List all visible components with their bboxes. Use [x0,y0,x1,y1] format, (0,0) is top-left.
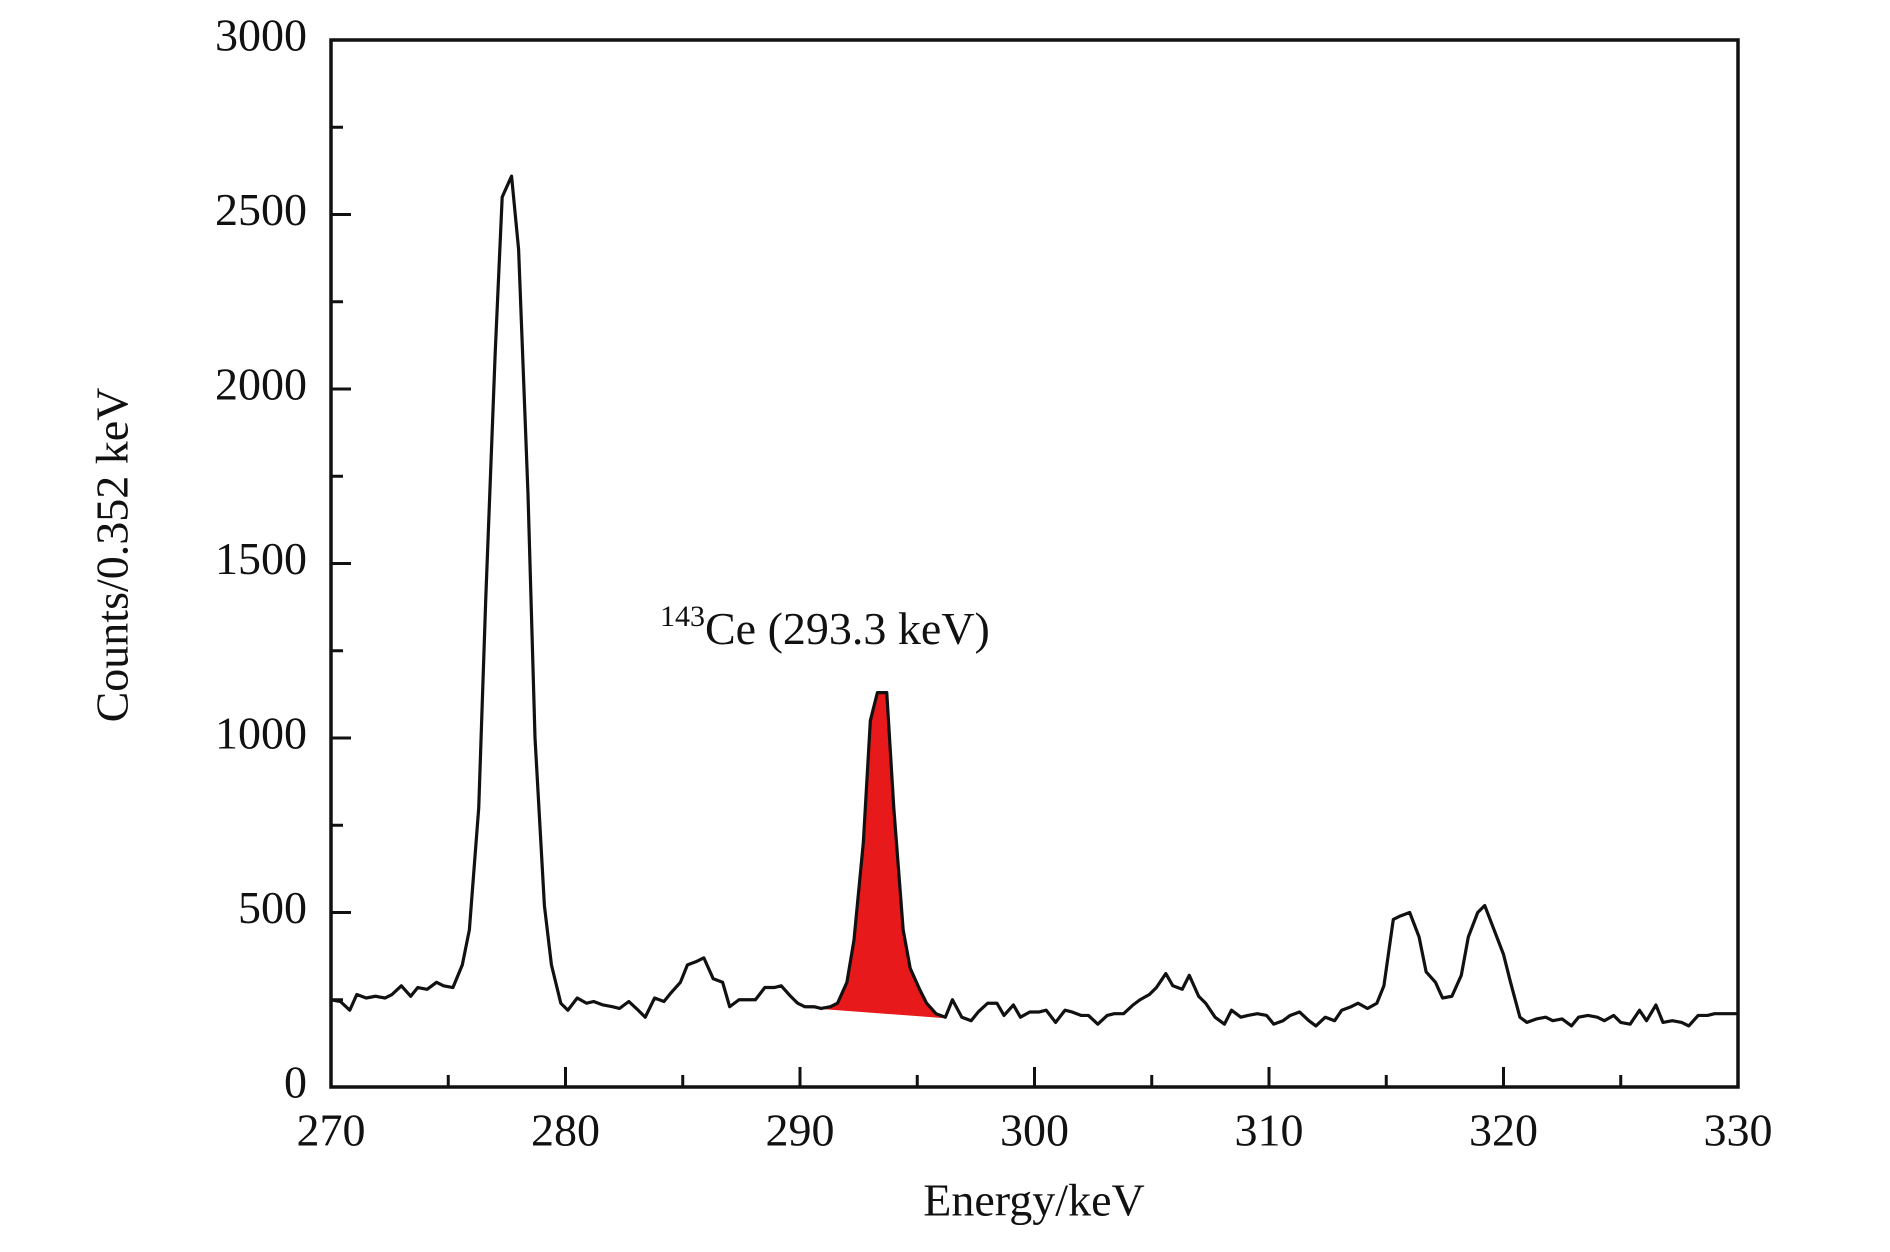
y-tick-label: 2500 [215,184,307,235]
plot-frame [329,38,1740,1089]
y-tick-label: 3000 [215,10,307,61]
x-tick-label: 280 [531,1105,600,1156]
x-axis-label: Energy/keV [923,1175,1144,1226]
y-tick-label: 1500 [215,533,307,584]
spectrum-line [330,174,1738,1028]
y-tick-label: 0 [284,1057,307,1108]
x-tick-label: 300 [1000,1105,1069,1156]
x-tick-label: 330 [1704,1105,1773,1156]
annotation-text: Ce (293.3 keV) [705,603,990,654]
x-tick-label: 290 [766,1105,835,1156]
annotation-superscript: 143 [660,600,705,633]
x-tick-label: 310 [1235,1105,1304,1156]
y-tick-label: 2000 [215,359,307,410]
highlight-peak [804,691,946,1019]
y-axis-label: Counts/0.352 keV [87,388,138,723]
x-tick-label: 320 [1469,1105,1538,1156]
y-tick-label: 500 [238,882,307,933]
y-tick-label: 1000 [215,708,307,759]
annotation: 143Ce (293.3 keV) [660,600,990,654]
x-tick-label: 270 [297,1105,366,1156]
